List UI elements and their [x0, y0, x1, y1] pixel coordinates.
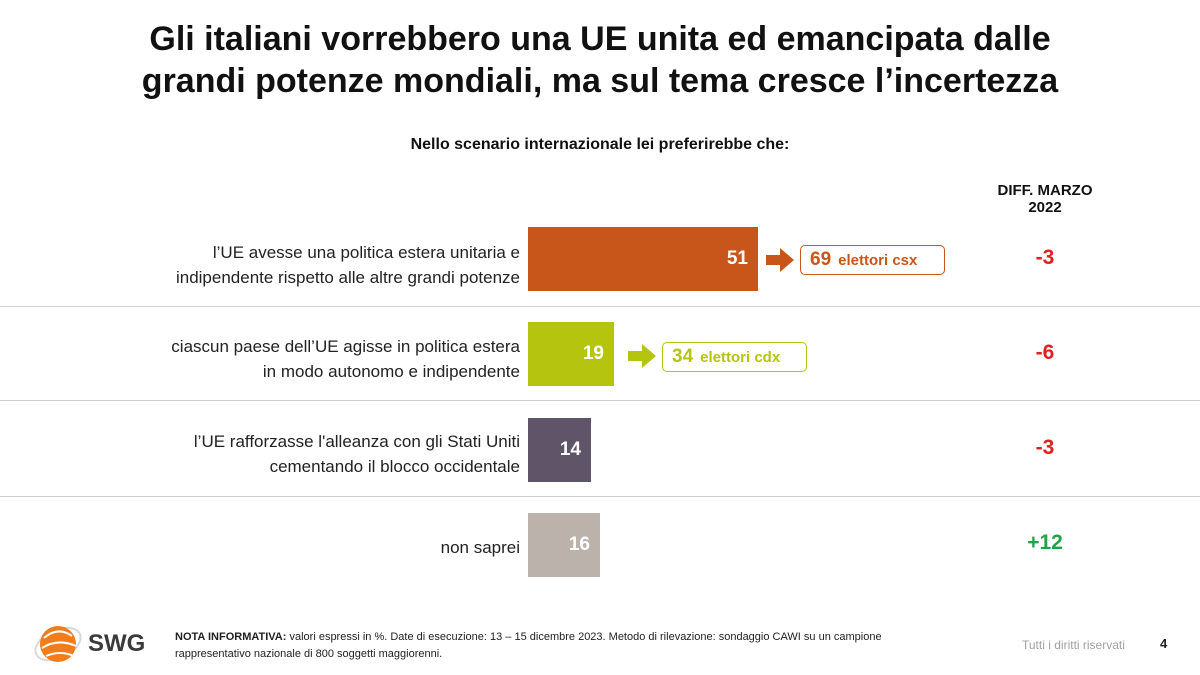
diff-header-line-1: DIFF. MARZO [997, 182, 1093, 199]
arrow-right-icon [628, 344, 656, 368]
row-divider [0, 306, 1200, 307]
category-label: l’UE avesse una politica estera unitaria… [100, 240, 520, 290]
category-label-line: l’UE avesse una politica estera unitaria… [212, 243, 520, 262]
callout-label: elettori cdx [700, 348, 781, 366]
category-label-line: ciascun paese dell’UE agisse in politica… [171, 337, 520, 356]
diff-value: -6 [1035, 341, 1055, 364]
diff-value: -3 [1035, 436, 1055, 459]
arrow-right-icon [766, 248, 794, 272]
diff-header: DIFF. MARZO 2022 [975, 182, 1115, 216]
footnote-bold: NOTA INFORMATIVA: [175, 631, 287, 643]
footnote-text: valori espressi in %. Date di esecuzione… [286, 631, 882, 643]
category-label-line: in modo autonomo e indipendente [262, 362, 520, 381]
diff-value: -3 [1035, 246, 1055, 269]
category-label-line: indipendente rispetto alle altre grandi … [175, 268, 520, 287]
logo-text: SWG [88, 630, 146, 657]
row-divider [0, 496, 1200, 497]
bar: 14 [528, 418, 591, 482]
category-label: ciascun paese dell’UE agisse in politica… [100, 334, 520, 384]
footnote-line-1: NOTA INFORMATIVA: valori espressi in %. … [175, 629, 975, 646]
title-line-2: grandi potenze mondiali, ma sul tema cre… [141, 62, 1059, 100]
title-line-1: Gli italiani vorrebbero una UE unita ed … [149, 20, 1051, 58]
diff-value: +12 [1027, 531, 1063, 554]
category-label-line: l’UE rafforzasse l'alleanza con gli Stat… [193, 432, 520, 451]
bar-value-label: 51 [726, 248, 748, 269]
category-label-line: non saprei [440, 538, 520, 557]
page-title: Gli italiani vorrebbero una UE unita ed … [0, 18, 1200, 102]
bar: 19 [528, 322, 614, 386]
footnote: NOTA INFORMATIVA: valori espressi in %. … [175, 629, 975, 663]
footnote-line-2: rappresentativo nazionale di 800 soggett… [175, 648, 443, 660]
bar: 16 [528, 513, 600, 577]
category-label: l’UE rafforzasse l'alleanza con gli Stat… [100, 429, 520, 479]
swg-logo-icon [34, 626, 82, 662]
category-label-line: cementando il blocco occidentale [269, 457, 520, 476]
page-number: 4 [1160, 636, 1168, 651]
bar-value-label: 14 [559, 439, 581, 460]
bar-value-label: 16 [568, 534, 590, 555]
callout-box: 34 elettori cdx [662, 342, 807, 372]
callout-box: 69 elettori csx [800, 245, 945, 275]
bar: 51 [528, 227, 758, 291]
category-label: non saprei [100, 535, 520, 560]
bar-value-label: 19 [582, 343, 604, 364]
diff-header-line-2: 2022 [1028, 199, 1062, 216]
chart-question: Nello scenario internazionale lei prefer… [410, 136, 790, 153]
rights-text: Tutti i diritti riservati [1022, 638, 1125, 652]
row-divider [0, 400, 1200, 401]
callout-value: 34 [672, 346, 694, 367]
callout-label: elettori csx [838, 251, 918, 269]
callout-value: 69 [810, 249, 832, 270]
